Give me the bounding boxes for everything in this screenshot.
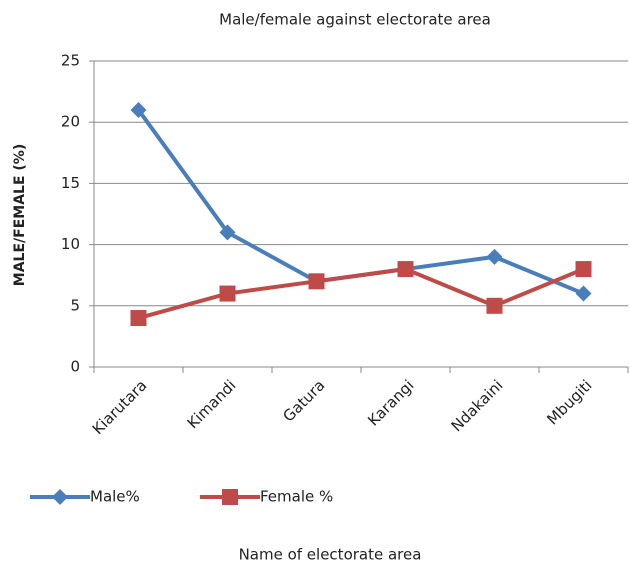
x-tick-label: Karangi (364, 376, 417, 429)
y-tick-label: 15 (61, 174, 80, 192)
legend-marker (52, 489, 68, 505)
legend-label: Male% (90, 488, 140, 506)
point (486, 248, 503, 265)
x-tick-label: Kiarutara (89, 376, 151, 438)
point (130, 101, 147, 118)
y-tick-label: 10 (61, 235, 80, 253)
legend-label: Female % (260, 488, 333, 506)
point (397, 261, 414, 278)
point (219, 224, 236, 241)
y-axis-label: MALE/FEMALE (%) (12, 144, 28, 286)
x-tick-label: Mbugiti (543, 376, 595, 428)
point (219, 285, 236, 302)
point (130, 310, 147, 327)
y-tick-label: 20 (61, 113, 80, 131)
x-tick-label: Ndakaini (448, 376, 507, 435)
point (486, 297, 503, 314)
series-line (136, 108, 585, 296)
point (308, 273, 325, 290)
x-axis-label: Name of electorate area (239, 546, 422, 564)
x-tick-label: Kimandi (184, 376, 240, 432)
y-tick-label: 25 (61, 52, 80, 70)
y-tick-label: 0 (70, 358, 80, 376)
chart-title: Male/female against electorate area (219, 11, 491, 29)
y-tick-label: 5 (70, 296, 80, 314)
point (575, 285, 592, 302)
series-line (137, 267, 585, 320)
x-tick-label: Gatura (279, 376, 328, 425)
point (575, 261, 592, 278)
legend-marker (222, 489, 238, 505)
